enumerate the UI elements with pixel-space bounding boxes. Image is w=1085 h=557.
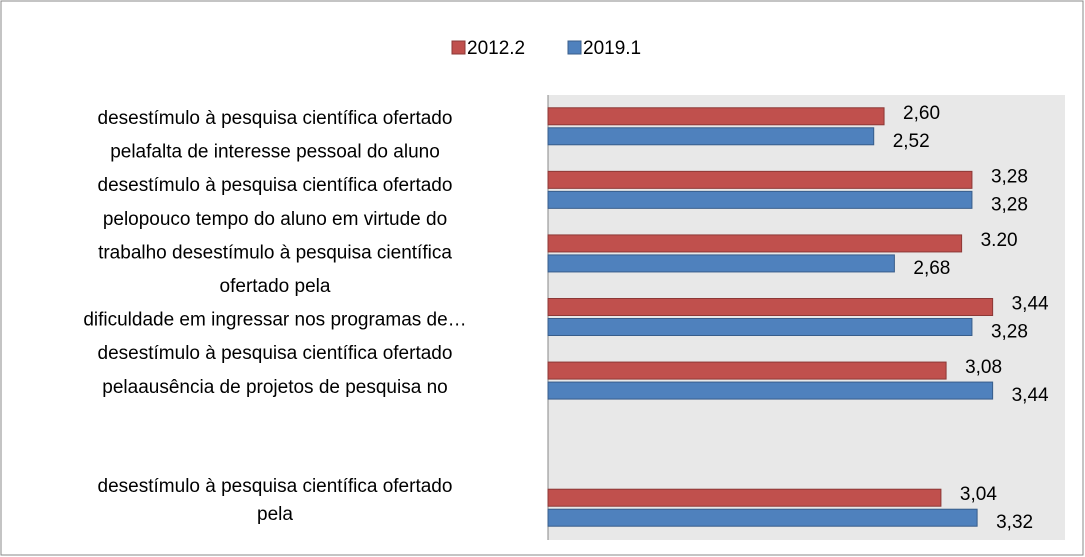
- bar: [547, 508, 978, 527]
- bar: [547, 318, 973, 336]
- value-label: 2,52: [893, 131, 930, 152]
- value-label: 3,28: [991, 166, 1028, 187]
- value-label: 3,44: [1012, 385, 1049, 406]
- category-label: pelopouco tempo do aluno em virtude do: [103, 209, 447, 230]
- value-label: 3,08: [965, 357, 1002, 378]
- value-label: 3.20: [981, 230, 1018, 251]
- bar: [547, 127, 875, 146]
- bar: [547, 254, 895, 273]
- category-label: desestímulo à pesquisa científica oferta…: [98, 476, 453, 497]
- category-label: trabalho desestímulo à pesquisa científi…: [98, 242, 452, 263]
- bar: [547, 361, 947, 380]
- category-label: desestímulo à pesquisa científica oferta…: [98, 108, 453, 129]
- bar: [547, 107, 885, 126]
- category-label: pelafalta de interesse pessoal do aluno: [110, 142, 440, 163]
- category-label: desestímulo à pesquisa científica oferta…: [98, 343, 453, 364]
- value-label: 3,28: [991, 322, 1028, 343]
- bar: [547, 190, 973, 209]
- plot-area: [548, 95, 1065, 540]
- value-label: 2,68: [913, 258, 950, 279]
- category-label: dificuldade em ingressar nos programas d…: [83, 310, 466, 331]
- bar: [547, 234, 963, 253]
- category-label: pelaausência de projetos de pesquisa no: [102, 377, 447, 398]
- value-label: 3,44: [1012, 294, 1049, 315]
- bar: [547, 381, 994, 400]
- value-label: 3,28: [991, 194, 1028, 215]
- legend-swatch: [567, 40, 582, 55]
- category-label: pela: [257, 504, 293, 525]
- bar: [547, 488, 942, 507]
- value-label: 3,32: [996, 512, 1033, 533]
- category-label: ofertado pela: [220, 276, 331, 297]
- legend-swatch: [451, 40, 466, 55]
- bar: [547, 170, 973, 189]
- value-label: 3,04: [960, 484, 997, 505]
- value-label: 2,60: [903, 103, 940, 124]
- legend-label: 2012.2: [467, 38, 525, 59]
- bar: [547, 298, 994, 316]
- legend-label: 2019.1: [583, 38, 641, 59]
- category-label: desestímulo à pesquisa científica oferta…: [98, 175, 453, 196]
